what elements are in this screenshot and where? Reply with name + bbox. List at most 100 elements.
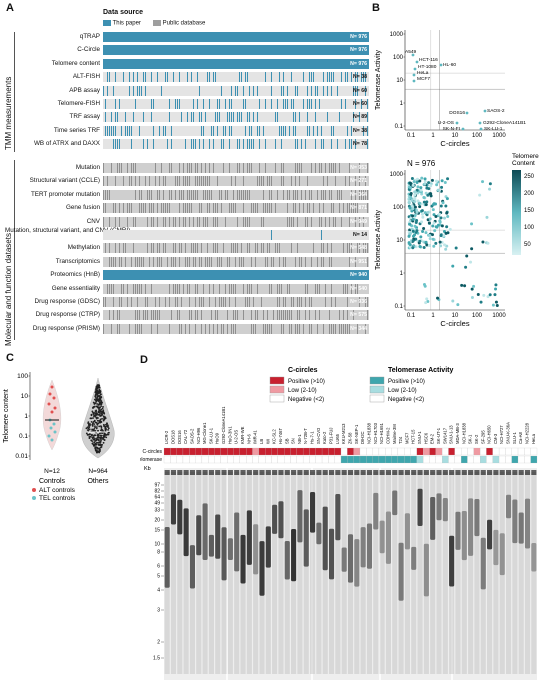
b-top-ytick: 100 bbox=[393, 55, 404, 61]
d-lane-smear bbox=[385, 472, 391, 674]
d-tel-legend-label: Positive (>10) bbox=[388, 379, 425, 385]
d-tel-cell bbox=[423, 455, 430, 464]
d-kb-tick: 20 bbox=[154, 518, 160, 524]
b-bottom-point bbox=[411, 239, 415, 243]
d-ccircles-cell bbox=[239, 447, 247, 456]
d-ccircles-cell bbox=[448, 447, 455, 456]
b-bottom-point bbox=[493, 293, 497, 297]
b-bottom-point bbox=[425, 200, 429, 204]
d-lane-well bbox=[354, 470, 360, 475]
others-point bbox=[91, 406, 94, 409]
d-kb-tick: 8 bbox=[157, 550, 160, 556]
others-point bbox=[88, 436, 91, 438]
d-lane-well bbox=[177, 470, 183, 475]
b-bottom-point bbox=[445, 244, 449, 248]
others-point bbox=[94, 425, 96, 427]
b-bottom-point bbox=[418, 179, 422, 183]
d-ccircles-cell bbox=[182, 447, 190, 456]
mol-row-bar-4: N= 949 bbox=[103, 216, 369, 227]
d-kb-tick: 5 bbox=[157, 574, 160, 580]
b-bottom-point bbox=[470, 247, 474, 251]
tmm-row-label-7: Time series TRF bbox=[53, 126, 100, 134]
others-point bbox=[87, 422, 90, 425]
d-tel-cell bbox=[473, 455, 481, 464]
d-lane-band bbox=[468, 498, 474, 556]
d-ccircles-cell bbox=[359, 447, 367, 456]
others-point bbox=[100, 426, 103, 429]
b-bottom-point bbox=[408, 245, 412, 249]
d-lane-band bbox=[417, 488, 423, 526]
b-bottom-point bbox=[420, 212, 424, 216]
c-ytick: 0.1 bbox=[19, 433, 28, 440]
mol-row-label-5: Mutation, structural variant, and CNV (C… bbox=[5, 227, 131, 234]
d-lane-band bbox=[234, 512, 240, 572]
alt-control-point bbox=[48, 392, 52, 396]
others-point bbox=[96, 387, 99, 390]
b-bottom-point bbox=[413, 214, 417, 218]
d-tel-cell bbox=[397, 455, 405, 464]
b-top-point-label: U-2-OS bbox=[438, 120, 454, 126]
mol-row-label-7: Transcriptomics bbox=[55, 257, 100, 265]
tmm-row-label-5: Telomere-FISH bbox=[57, 100, 100, 107]
b-bottom-ylabel: Telomerase Activity bbox=[375, 210, 382, 270]
others-point bbox=[95, 390, 97, 392]
d-lane-smear bbox=[404, 472, 410, 674]
d-lane-band bbox=[366, 523, 373, 569]
b-bottom-point bbox=[420, 209, 424, 213]
d-lane-label: NCI-H1838 bbox=[366, 422, 371, 444]
d-lane-band bbox=[373, 492, 379, 530]
d-lane-smear bbox=[202, 472, 208, 674]
d-lane-well bbox=[259, 470, 265, 475]
d-lane-smear bbox=[265, 472, 271, 674]
tel-control-point bbox=[50, 438, 54, 442]
d-lane-smear bbox=[442, 472, 448, 674]
b-bottom-point bbox=[418, 205, 422, 209]
others-point bbox=[94, 402, 97, 404]
others-point bbox=[96, 397, 99, 399]
others-point bbox=[104, 427, 107, 430]
b-top-ytick: 10 bbox=[396, 78, 403, 84]
others-point bbox=[97, 386, 100, 388]
others-point bbox=[99, 425, 102, 428]
others-point bbox=[91, 424, 94, 427]
b-top-point bbox=[439, 63, 443, 67]
d-tel-cell bbox=[385, 455, 392, 464]
d-tel-cell bbox=[524, 455, 531, 464]
d-tel-swatch bbox=[369, 385, 385, 394]
b-bottom-point bbox=[424, 301, 428, 305]
panel-b: B 1000 100 10 1 0.1 0.1 1 10 100 1000 Telomerase A… bbox=[372, 0, 542, 350]
d-lane-band bbox=[436, 493, 442, 521]
b-bottom-ytick: 0.1 bbox=[395, 304, 404, 310]
d-lane-smear bbox=[487, 472, 493, 674]
b-bottom-point bbox=[432, 244, 436, 248]
d-lane-label: Hs-7-1 bbox=[310, 431, 315, 444]
d-lane-label: Hs-746T bbox=[278, 428, 283, 444]
b-bottom-point bbox=[409, 196, 413, 200]
b-bottom-point bbox=[408, 206, 412, 210]
b-bottom-point bbox=[445, 225, 449, 229]
b-bottom-point bbox=[470, 296, 474, 300]
d-tel-cell bbox=[277, 455, 285, 464]
d-lane-band bbox=[227, 538, 233, 560]
others-point bbox=[107, 427, 110, 430]
d-tel-cell bbox=[170, 455, 177, 464]
others-point bbox=[98, 391, 101, 394]
b-bottom-point bbox=[445, 197, 449, 201]
d-lane-label: DOS18 bbox=[170, 430, 175, 444]
d-lane-smear bbox=[379, 472, 385, 674]
b-bottom-point bbox=[494, 300, 498, 304]
others-point bbox=[99, 409, 102, 411]
b-bottom-point bbox=[420, 192, 424, 196]
b-bottom-point bbox=[422, 226, 426, 230]
d-ccircles-cell bbox=[473, 447, 481, 456]
panel-c-label: C bbox=[6, 352, 14, 364]
b-bottom-point bbox=[481, 180, 485, 184]
d-lane-band bbox=[423, 543, 429, 597]
b-top-point-label: HL-60 bbox=[443, 62, 456, 68]
d-row-ccircles-label: C-circles bbox=[143, 449, 163, 455]
tmm-row-bar-1: N= 976 bbox=[103, 45, 369, 56]
d-lane-label: NCI-H1651 bbox=[379, 422, 384, 444]
mol-row-count-12: N= 344 bbox=[350, 325, 367, 332]
d-lane-band bbox=[512, 499, 518, 544]
d-lane-well bbox=[373, 470, 379, 475]
